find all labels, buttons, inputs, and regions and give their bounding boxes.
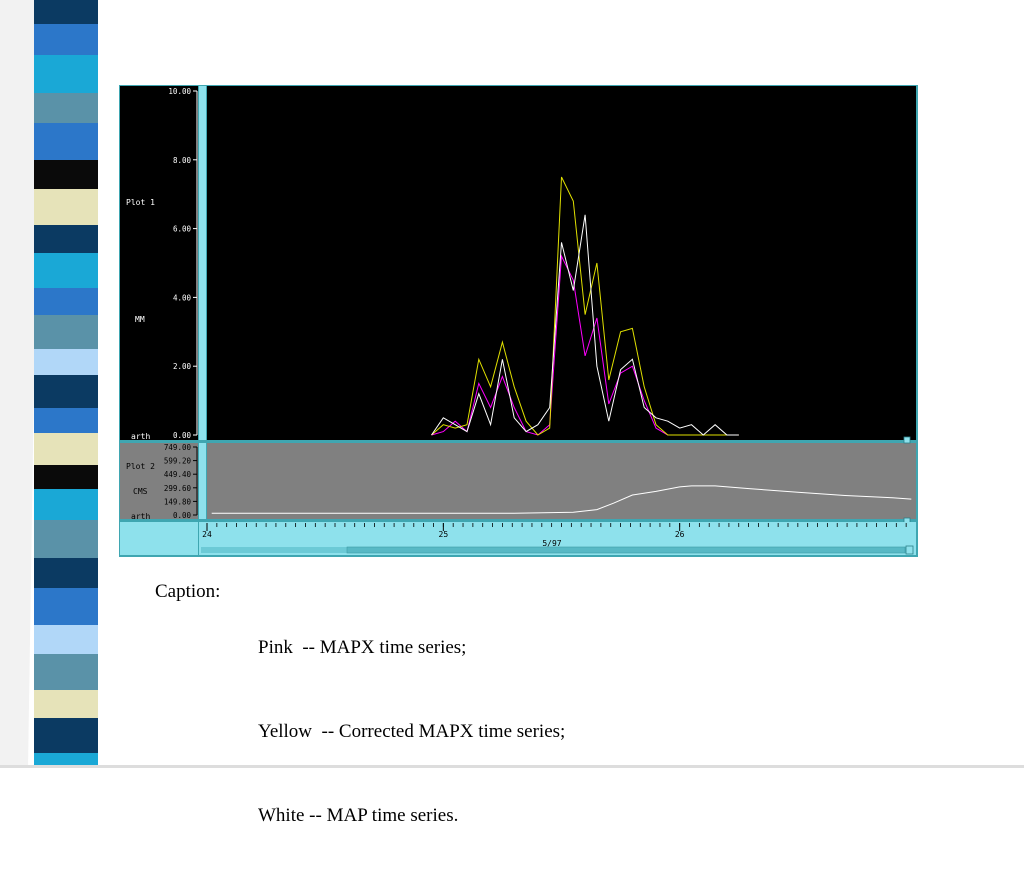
plot1-baseline-label: arth — [131, 432, 150, 441]
plot1-y-tick-label: 6.00 — [173, 225, 192, 234]
plot2-series-group — [211, 485, 912, 514]
plot2-y-tick-label: 299.60 — [164, 484, 192, 493]
time-axis-date-label: 5/97 — [542, 539, 561, 548]
plot2-y-tick-label: 0.00 — [173, 511, 192, 520]
plot2-area — [207, 443, 916, 519]
stripe-block — [34, 288, 98, 315]
plot2-splitter-bar[interactable] — [199, 443, 206, 519]
stripe-block — [34, 588, 98, 625]
plot2-y-tick-label: 149.80 — [164, 497, 192, 506]
stripe-block — [34, 0, 98, 24]
stripe-block — [34, 55, 98, 93]
stripe-block — [34, 718, 98, 753]
plot1-y-tick-label: 8.00 — [173, 156, 192, 165]
stripe-block — [34, 465, 98, 489]
stripe-block — [34, 160, 98, 189]
caption-legend: Pink -- MAPX time series; Yellow -- Corr… — [258, 578, 565, 886]
time-axis: 24 25 26 — [202, 523, 907, 539]
stripe-block — [34, 625, 98, 654]
plot1-panel-label: Plot 1 — [126, 198, 155, 207]
plot1-series-line-1 — [431, 176, 739, 436]
plot2-baseline-label: arth — [131, 512, 150, 521]
plot2-y-tick-label: 599.20 — [164, 457, 192, 466]
stripe-block — [34, 753, 98, 768]
plot1-series-line-2 — [431, 214, 739, 436]
caption-line-pink: Pink -- MAPX time series; — [258, 637, 467, 658]
stripe-block — [34, 24, 98, 55]
plot1-y-tick-label: 2.00 — [173, 362, 192, 371]
plot2-y-tick-label: 449.40 — [164, 470, 192, 479]
plot1-y-tick-label: 4.00 — [173, 293, 192, 302]
plot1-corner-handle[interactable] — [903, 436, 911, 444]
plot1-y-axis: 10.00 8.00 6.00 4.00 2.00 0.00 — [168, 87, 198, 440]
stripe-block — [34, 489, 98, 520]
plot2-ylabel: CMS — [133, 487, 148, 496]
stripe-block — [34, 225, 98, 253]
plot1-splitter-bar[interactable] — [199, 86, 206, 440]
caption-line-yellow: Yellow -- Corrected MAPX time series; — [258, 721, 566, 742]
stripe-block — [34, 654, 98, 690]
caption-line-white: White -- MAP time series. — [258, 805, 459, 826]
time-axis-tick-label: 24 — [202, 530, 212, 539]
plot2-label-area — [120, 443, 198, 519]
plot1-y-tick-label: 10.00 — [168, 87, 191, 96]
stripe-block — [34, 433, 98, 465]
stripe-block — [34, 558, 98, 588]
plot1-ylabel: MM — [135, 315, 145, 324]
stripe-block — [34, 189, 98, 225]
plot1-series-group — [431, 176, 739, 436]
time-axis-label-area — [120, 522, 198, 555]
plot1-y-tick-label: 0.00 — [173, 431, 192, 440]
time-axis-tick-label: 26 — [675, 530, 685, 539]
plot2-y-axis: 749.00 599.20 449.40 299.60 149.80 0.00 — [164, 443, 198, 520]
stripe-block — [34, 408, 98, 433]
stripe-block — [34, 315, 98, 349]
decorative-stripe — [0, 0, 118, 768]
stripe-block — [34, 520, 98, 558]
stripe-block — [34, 375, 98, 408]
stripe-block — [34, 690, 98, 718]
stripe-block — [34, 93, 98, 123]
bottom-rule — [0, 765, 1024, 768]
stripe-block — [34, 253, 98, 288]
hydrograph-window: Plot 1 MM arth 10.00 8.00 6.00 4.00 2.00 0.00… — [119, 85, 918, 557]
plot2-series-line-0 — [211, 485, 912, 514]
time-scrollbar-end-handle[interactable] — [905, 545, 914, 555]
plot2-y-tick-label: 749.00 — [164, 443, 192, 452]
plot1-label-area — [120, 86, 198, 440]
stripe-block — [34, 349, 98, 375]
stripe-shadow — [0, 0, 40, 768]
time-axis-tick-label: 25 — [439, 530, 449, 539]
caption-label: Caption: — [155, 581, 221, 602]
stripe-block — [34, 123, 98, 160]
time-scrollbar-thumb[interactable] — [346, 546, 906, 554]
plot2-panel-label: Plot 2 — [126, 462, 155, 471]
